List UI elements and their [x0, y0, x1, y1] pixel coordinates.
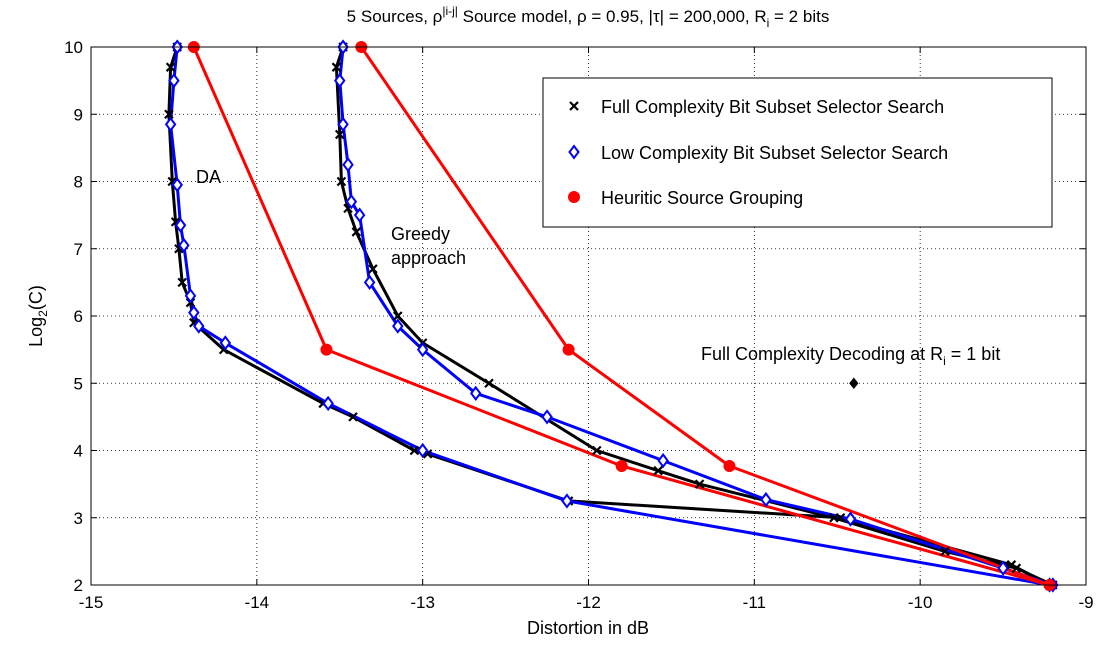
data-point-full-complexity: [351, 227, 362, 237]
series-line-heuristic-greedy: [360, 46, 1051, 587]
data-point-low-complexity: [171, 177, 183, 193]
data-point-full-complexity: [409, 445, 420, 456]
data-point-low-complexity: [193, 318, 205, 334]
y-tick-label: 10: [64, 38, 83, 57]
data-point-low-complexity: [469, 385, 482, 402]
ticks: -15 -14 -13 -12 -11 -10 -9 2 3 4 5 6 7 8 9 10: [64, 38, 1093, 612]
legend-label-heuristic: Heuritic Source Grouping: [601, 188, 803, 208]
data-point-low-complexity: [168, 72, 180, 89]
data-point-low-complexity: [844, 511, 857, 527]
data-point-low-complexity: [997, 560, 1009, 576]
x-tick-label: -10: [908, 593, 933, 612]
data-point-full-complexity: [940, 546, 950, 557]
data-point-full-complexity: [653, 465, 663, 476]
x-tick-label: -13: [410, 593, 435, 612]
x-axis-label: Distortion in dB: [527, 618, 649, 638]
y-tick-label: 3: [74, 509, 83, 528]
y-tick-label: 8: [74, 173, 83, 192]
legend-label-low-complexity: Low Complexity Bit Subset Selector Searc…: [601, 143, 948, 163]
data-point-heuristic: [320, 343, 333, 356]
data-point-full-complexity: [829, 512, 839, 523]
annotation-da: DA: [196, 167, 221, 187]
x-tick-label: -12: [576, 593, 601, 612]
data-point-low-complexity: [760, 491, 772, 508]
data-point-full-complexity: [348, 412, 358, 422]
data-point-low-complexity: [345, 194, 358, 210]
data-point-low-complexity: [174, 217, 187, 233]
data-point-full-complexity: [334, 129, 345, 140]
data-point-full-complexity: [1011, 563, 1022, 573]
data-point-full-complexity: [368, 264, 378, 274]
data-point-low-complexity: [363, 274, 376, 291]
y-axis-label: Log2(C): [26, 285, 50, 347]
data-point-heuristic: [723, 459, 736, 472]
legend-box: [542, 77, 1053, 228]
data-point-full-complexity: [164, 109, 174, 120]
series-line-heuristic-da: [192, 46, 1050, 587]
data-point-low-complexity: [219, 335, 232, 351]
data-point-full-complexity: [592, 445, 602, 456]
legend: Full Complexity Bit Subset Selector Sear…: [542, 77, 1053, 228]
data-point-full-complexity: [1006, 560, 1017, 570]
legend-marker-low-complexity: [568, 144, 580, 160]
x-tick-label: -15: [79, 593, 104, 612]
series-line-full-complexity-da: [167, 46, 1051, 587]
data-point-low-complexity: [416, 442, 429, 459]
annotation-full-complexity-decoding: Full Complexity Decoding at Ri = 1 bit: [701, 344, 1000, 368]
x-tick-label: -14: [245, 593, 270, 612]
x-tick-label: -9: [1078, 593, 1093, 612]
data-point-low-complexity: [337, 116, 349, 133]
y-tick-label: 4: [74, 442, 83, 461]
data-point-low-complexity: [178, 237, 190, 254]
legend-marker-heuristic: [568, 191, 580, 203]
data-point-low-complexity: [541, 409, 553, 425]
annotations: DA Greedy approach Full Complexity Decod…: [196, 167, 1000, 368]
y-tick-label: 5: [74, 374, 83, 393]
data-point-full-complexity: [484, 378, 494, 389]
data-point-low-complexity: [322, 395, 334, 412]
data-point-low-complexity: [353, 207, 366, 223]
data-point-full-complexity-decoding: [849, 377, 859, 390]
chart-title: 5 Sources, ρ|i-j| Source model, ρ = 0.95…: [347, 4, 830, 30]
data-point-full-complexity: [694, 479, 705, 489]
y-tick-label: 7: [74, 240, 83, 259]
data-point-full-complexity: [336, 176, 347, 187]
legend-label-full-complexity: Full Complexity Bit Subset Selector Sear…: [601, 97, 944, 117]
data-point-low-complexity: [416, 341, 429, 358]
data-point-full-complexity: [331, 62, 342, 72]
x-tick-label: -11: [743, 593, 766, 612]
data-point-low-complexity: [184, 288, 197, 304]
y-tick-label: 2: [74, 576, 83, 595]
data-point-low-complexity: [392, 318, 404, 334]
data-point-low-complexity: [188, 304, 200, 321]
data-point-heuristic: [615, 459, 628, 472]
data-point-full-complexity: [165, 62, 176, 72]
legend-marker-full-complexity: [569, 101, 579, 111]
data-point-low-complexity: [164, 116, 177, 133]
data-point-full-complexity: [393, 311, 403, 321]
data-point-low-complexity: [334, 72, 346, 89]
annotation-approach: approach: [391, 248, 466, 268]
annotation-greedy: Greedy: [391, 224, 450, 244]
data-point-full-complexity: [177, 277, 187, 288]
y-tick-label: 9: [74, 105, 83, 124]
data-point-low-complexity: [561, 493, 573, 509]
series-layer: [164, 39, 1059, 593]
data-point-low-complexity: [657, 452, 669, 469]
data-point-low-complexity: [342, 157, 354, 173]
y-tick-label: 6: [74, 307, 83, 326]
legend-markers: [568, 101, 580, 203]
series-line-low-complexity-greedy: [338, 46, 1054, 587]
data-point-heuristic: [562, 343, 575, 356]
